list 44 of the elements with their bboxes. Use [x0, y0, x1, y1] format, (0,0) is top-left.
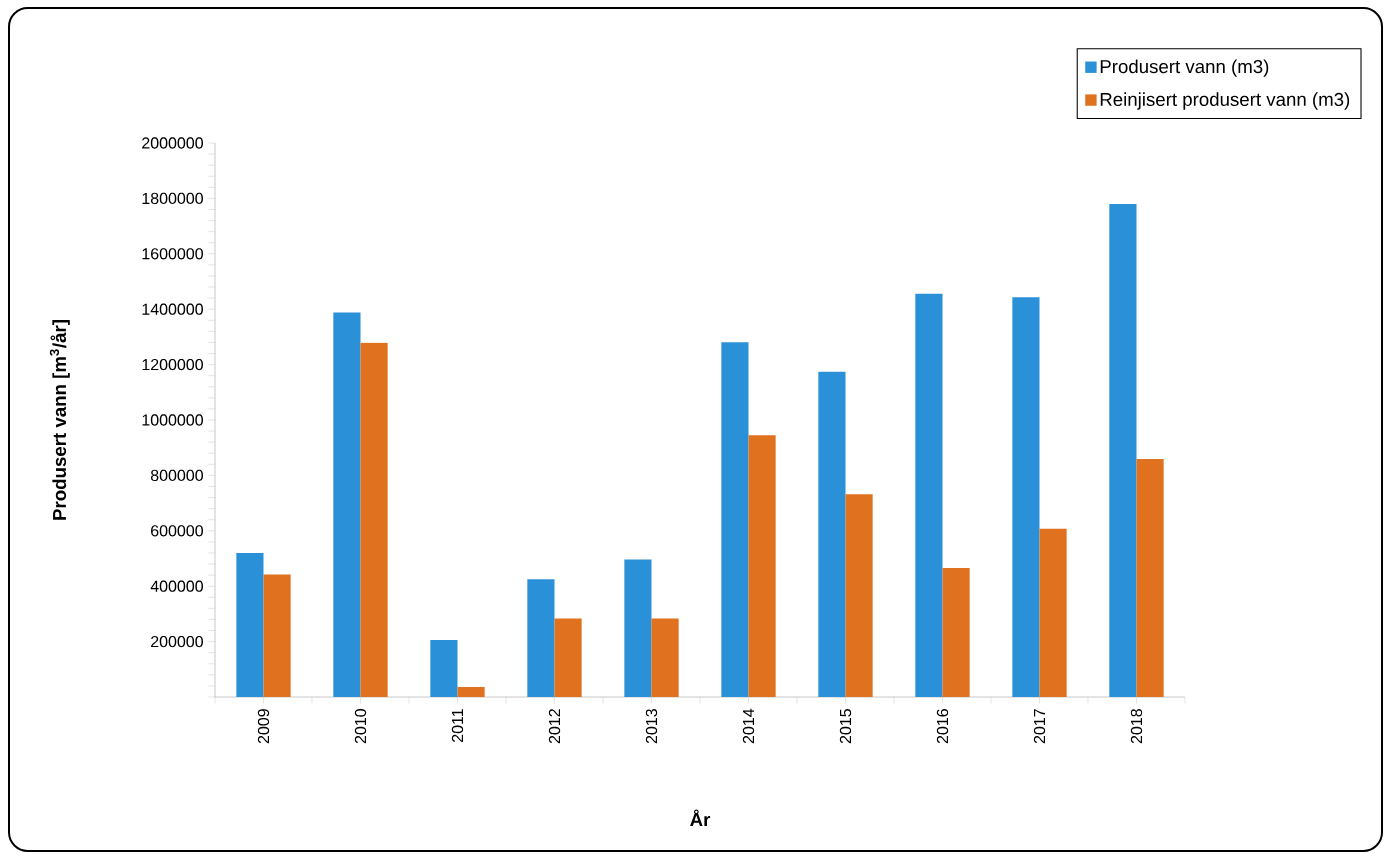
bar	[818, 371, 846, 697]
bar	[554, 618, 582, 697]
y-tick-label: 400000	[150, 580, 203, 592]
legend-label: Produsert vann (m3)	[1100, 59, 1269, 77]
bar	[651, 618, 679, 697]
y-tick-label: 1000000	[142, 414, 203, 426]
bar	[1109, 203, 1137, 697]
y-tick-label: 1400000	[142, 303, 203, 315]
bar	[263, 574, 291, 697]
bar	[457, 687, 485, 697]
x-tick-label: 2010	[354, 709, 367, 744]
y-tick-label: 1800000	[142, 192, 203, 205]
x-tick-label: 2015	[839, 709, 852, 744]
x-tick-label: 2016	[936, 709, 949, 744]
bar	[748, 435, 776, 697]
y-tick-label: 1600000	[142, 248, 203, 260]
bar	[527, 579, 555, 697]
bar	[915, 293, 943, 697]
x-tick-label: 2011	[451, 709, 464, 742]
y-tick-label: 2000000	[142, 137, 203, 149]
x-tick-label: 2017	[1033, 709, 1046, 744]
y-tick-label: 1200000	[142, 358, 203, 371]
bar	[360, 342, 388, 697]
bar	[624, 559, 652, 697]
x-tick-label: 2014	[742, 708, 755, 744]
x-tick-label: 2012	[548, 709, 561, 744]
x-tick-label: 2013	[645, 709, 658, 744]
bar	[236, 552, 264, 697]
y-tick-label: 200000	[151, 635, 203, 648]
y-tick-label: 600000	[151, 525, 203, 537]
bar	[430, 639, 458, 697]
x-axis-title: År	[690, 809, 711, 827]
bar	[721, 342, 749, 697]
bar	[1012, 297, 1040, 697]
bar	[942, 567, 970, 697]
x-tick-label: 2009	[257, 709, 270, 744]
bar	[1136, 459, 1164, 697]
y-tick-label: 800000	[150, 469, 203, 482]
y-axis-title: Produsert vann [m$^{3}$/år]	[49, 320, 70, 520]
bar	[333, 312, 361, 697]
x-tick-label: 2018	[1130, 709, 1143, 744]
bar	[1039, 528, 1067, 697]
bar	[845, 494, 873, 697]
legend-label: Reinjisert produsert vann (m3)	[1100, 92, 1350, 110]
